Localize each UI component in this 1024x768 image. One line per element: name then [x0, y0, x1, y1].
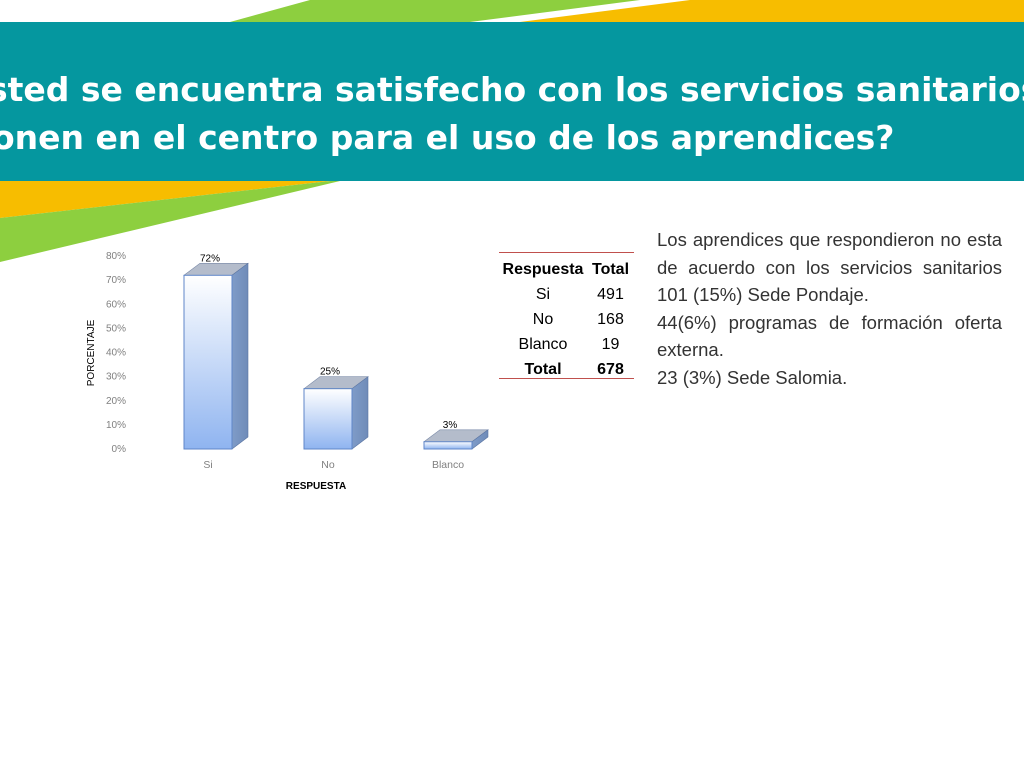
yellow-ribbon-top: [520, 0, 1024, 22]
y-tick-label: 80%: [106, 251, 126, 262]
y-tick-label: 40%: [106, 348, 126, 359]
description-programas: 44(6%) programas de formación oferta ext…: [657, 311, 1002, 361]
y-axis-title: PORCENTAJE: [86, 319, 97, 386]
y-tick-label: 30%: [106, 372, 126, 383]
bar-side: [351, 376, 369, 450]
table-row: Si 491: [499, 282, 634, 307]
table-header-respuesta: Respuesta: [502, 261, 584, 278]
slide-title-line-2: onen en el centro para el uso de los apr…: [0, 118, 895, 157]
table-header-total: Total: [591, 261, 630, 278]
y-tick-label: 10%: [106, 420, 126, 431]
bar: [423, 441, 473, 450]
description-salomia: 23 (3%) Sede Salomia.: [657, 366, 848, 388]
y-tick-label: 70%: [106, 275, 126, 286]
y-tick-label: 20%: [106, 396, 126, 407]
data-label: 3%: [443, 420, 458, 431]
slide-title-line-1: sted se encuentra satisfecho con los ser…: [0, 70, 1024, 109]
table-cell-total: 19: [601, 336, 620, 353]
title-band: sted se encuentra satisfecho con los ser…: [0, 22, 1024, 181]
y-tick-label: 60%: [106, 299, 126, 310]
x-tick-label: Blanco: [432, 459, 464, 471]
table-row: No 168: [499, 307, 634, 332]
green-ribbon-top: [230, 0, 640, 22]
description-pondaje: 101 (15%) Sede Pondaje.: [657, 284, 869, 305]
bar: [183, 274, 233, 450]
data-label: 25%: [320, 367, 340, 378]
table-cell-respuesta: Si: [535, 286, 551, 303]
bar: [303, 388, 353, 450]
table-total-row: Total 678: [499, 357, 634, 382]
x-tick-label: No: [321, 459, 335, 471]
description-text: Los aprendices que respondieron no esta …: [657, 226, 1002, 391]
description-intro: Los aprendices que respondieron no esta …: [657, 229, 1002, 278]
table-cell-respuesta: No: [532, 311, 554, 328]
table-total-label: Total: [524, 361, 562, 378]
table-cell-respuesta: Blanco: [518, 336, 568, 353]
x-axis-ticks: Si No Blanco: [203, 459, 464, 471]
bar-side: [231, 262, 249, 450]
y-tick-label: 0%: [112, 444, 127, 455]
table-total-value: 678: [597, 361, 624, 378]
table-cell-total: 168: [597, 311, 624, 328]
y-tick-label: 50%: [106, 323, 126, 334]
table-cell-total: 491: [597, 286, 624, 303]
data-label: 72%: [200, 253, 220, 264]
green-ribbon-bottom: [0, 181, 340, 262]
x-tick-label: Si: [203, 459, 212, 471]
table-header-row: Respuesta Total: [499, 257, 634, 282]
y-axis-ticks: 0% 10% 20% 30% 40% 50% 60% 70% 80%: [106, 251, 126, 455]
x-axis-title: RESPUESTA: [286, 481, 346, 492]
bars-group: 72% 25% 3%: [183, 253, 489, 450]
table-top-rule: [499, 252, 634, 253]
table-bottom-rule: [499, 378, 634, 379]
bar-chart: 0% 10% 20% 30% 40% 50% 60% 70% 80% 72% 25% 3% Si No…: [86, 251, 489, 492]
table-row: Blanco 19: [499, 332, 634, 357]
